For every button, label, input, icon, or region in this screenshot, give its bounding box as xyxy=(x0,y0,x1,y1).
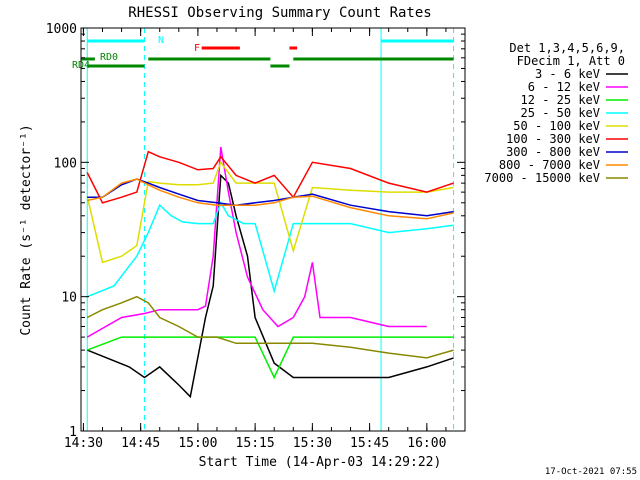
y-axis-label: Count Rate (s⁻¹ detector⁻¹) xyxy=(19,124,34,335)
y-tick-label: 1000 xyxy=(46,22,77,37)
y-tick-label: 1 xyxy=(69,425,77,440)
x-tick-label: 16:00 xyxy=(407,436,446,451)
plot-frame xyxy=(80,27,466,432)
state-bar-label-rd0: RD0 xyxy=(100,52,118,63)
series-line-0 xyxy=(86,173,454,399)
series-line-1 xyxy=(86,146,427,338)
x-tick-label: 14:30 xyxy=(64,436,103,451)
footer-timestamp: 17-Oct-2021 07:55 xyxy=(545,467,637,477)
x-tick-label: 15:30 xyxy=(293,436,332,451)
series-line-3 xyxy=(86,201,454,298)
legend-label-0: 3 - 6 keV xyxy=(535,67,600,81)
legend-label-8: 7000 - 15000 keV xyxy=(484,171,600,185)
legend-label-7: 800 - 7000 keV xyxy=(499,158,600,172)
x-tick-label: 14:45 xyxy=(121,436,160,451)
y-tick-label: 100 xyxy=(54,156,77,171)
x-tick-label: 15:45 xyxy=(350,436,389,451)
state-bar-label-f: F xyxy=(194,43,200,54)
x-axis-label: Start Time (14-Apr-03 14:29:22) xyxy=(199,455,442,470)
legend-label-2: 12 - 25 keV xyxy=(521,93,600,107)
state-bar-label-n: N xyxy=(158,35,164,46)
legend-label-6: 300 - 800 keV xyxy=(506,145,600,159)
legend-label-1: 6 - 12 keV xyxy=(528,80,600,94)
series-line-7 xyxy=(87,178,454,220)
series-line-8 xyxy=(86,295,454,359)
series-line-2 xyxy=(86,336,454,380)
y-tick-label: 10 xyxy=(61,291,77,306)
x-tick-label: 15:00 xyxy=(178,436,217,451)
legend-label-3: 25 - 50 keV xyxy=(521,106,600,120)
x-tick-label: 15:15 xyxy=(236,436,275,451)
series-line-4 xyxy=(86,160,454,264)
series-line-5 xyxy=(86,150,454,204)
chart-title: RHESSI Observing Summary Count Rates xyxy=(128,5,431,21)
legend-header-line-2: FDecim 1, Att 0 xyxy=(517,54,625,68)
legend-header-line-1: Det 1,3,4,5,6,9, xyxy=(509,41,625,55)
axes: 14:30 14:45 15:00 15:15 15:30 15:45 16:00 1 10 10… xyxy=(46,22,466,451)
legend-label-4: 50 - 100 keV xyxy=(513,119,600,133)
legend-label-5: 100 - 300 keV xyxy=(506,132,600,146)
series-lines xyxy=(86,146,454,399)
vertical-markers xyxy=(86,28,455,431)
